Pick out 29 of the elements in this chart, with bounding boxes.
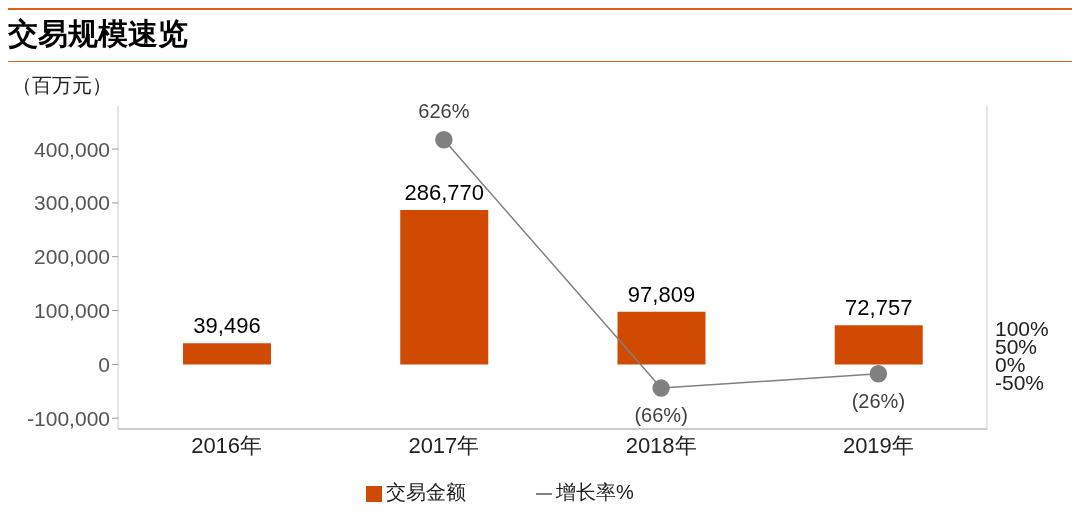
y-tick-label: 100,000 (34, 299, 110, 323)
bar (834, 325, 923, 365)
data-label: (66%) (634, 404, 688, 427)
bar (400, 210, 489, 365)
bar (617, 311, 706, 365)
y-tick-label: 200,000 (34, 245, 110, 269)
data-label: 626% (418, 99, 470, 122)
point (652, 379, 670, 397)
legend-label: 增长率% (556, 481, 634, 503)
point (435, 130, 453, 149)
x-tick-label: 2019年 (842, 432, 914, 458)
data-label: 97,809 (627, 281, 696, 307)
y-axis-title: （百万元） (12, 73, 113, 96)
data-label: 286,770 (404, 180, 485, 206)
y-tick-label: 300,000 (34, 191, 110, 215)
chart-title: 交易规模速览 (8, 17, 188, 50)
y-tick-label: -100,000 (27, 406, 110, 430)
x-tick-label: 2016年 (191, 432, 263, 458)
y-tick-label: 400,000 (34, 137, 110, 161)
bar (183, 343, 271, 365)
point (869, 364, 888, 383)
x-tick-label: 2018年 (625, 432, 697, 458)
y-tick-label: 0 (98, 352, 110, 376)
legend-label: 交易金额 (386, 481, 467, 503)
data-label: (26%) (851, 389, 906, 412)
y2-tick-label: 100% (995, 316, 1049, 340)
x-tick-label: 2017年 (408, 432, 480, 458)
data-label: 39,496 (193, 313, 261, 339)
data-label: 72,757 (845, 295, 913, 321)
